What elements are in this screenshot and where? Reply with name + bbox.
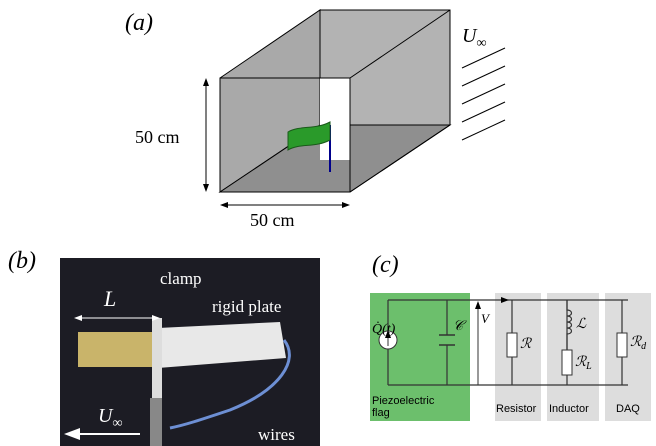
panel-a: (a) U∞ 50 cm 50 cm [125,9,506,230]
inductor-block [547,293,599,421]
panel-label: (a) [125,10,153,36]
resistor [506,332,518,358]
inductor-caption: Inductor [549,403,589,415]
daq-resistor [616,332,628,358]
daq-resistance-label: ℛd [630,335,647,352]
opening [320,78,350,160]
panel-label: (b) [8,248,36,274]
edge [349,124,451,193]
inductor-resistor [561,349,573,376]
flag-caption: Piezoelectric [372,395,435,407]
resistor-label: ℛ [520,337,532,352]
clamp-label: clamp [160,269,202,288]
panel-b: (b) L clamp rigid plate U∞ wires [8,248,320,446]
source-label: Q̇(t) [372,321,396,337]
panel-c: (c) Q̇(t) 𝒞 V ℛ ℒ ℛL ℛd Piezoelectric fl… [370,252,651,421]
edge [349,9,451,79]
inductor-label: ℒ [576,317,587,332]
panel-label: (c) [372,252,399,278]
inductor [566,300,573,350]
plate-photo [158,322,286,368]
length-label: L [103,286,116,311]
clamp-photo [152,318,162,398]
resistor-block [495,293,541,421]
wires-label: wires [258,425,295,444]
width-label: 50 cm [250,210,295,230]
flag-caption: flag [372,407,390,419]
flag [287,121,331,151]
resistor-caption: Resistor [496,403,537,415]
daq-block [605,293,651,421]
voltage-label: V [481,311,491,326]
stand-photo [150,398,162,446]
flow-label: U∞ [462,25,486,51]
flag-block [370,293,470,421]
daq-caption: DAQ [616,403,640,415]
flow-arrows [461,47,506,141]
flag-photo [78,332,158,367]
flow-label: U∞ [98,405,122,431]
inductor-resistance-label: ℛL [575,355,592,372]
height-label: 50 cm [135,127,180,147]
wires-photo [169,339,291,430]
plate-label: rigid plate [212,297,281,316]
